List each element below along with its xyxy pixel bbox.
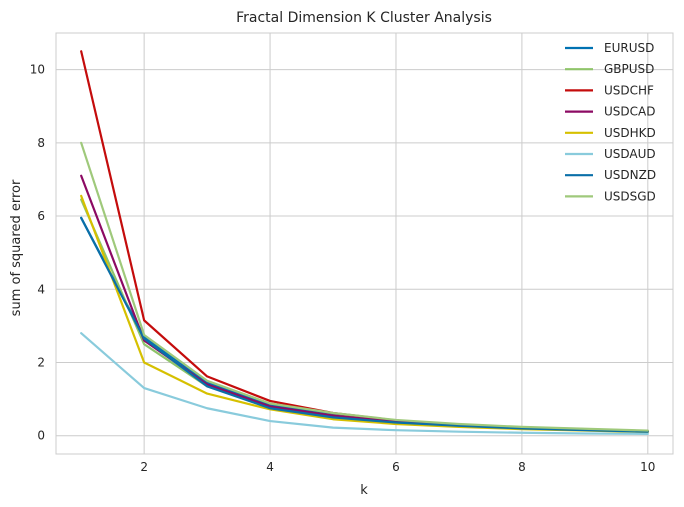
series-line-usdnzd xyxy=(80,216,649,433)
legend-label-usdsgd: USDSGD xyxy=(604,189,656,203)
x-tick-label: 2 xyxy=(140,460,148,474)
y-tick-label: 2 xyxy=(37,355,45,369)
y-axis-label: sum of squared error xyxy=(9,179,24,316)
x-tick-label: 8 xyxy=(518,460,526,474)
legend-label-usdaud: USDAUD xyxy=(604,147,656,161)
legend-label-gbpusd: GBPUSD xyxy=(604,62,654,76)
legend-label-eurusd: EURUSD xyxy=(604,41,654,55)
y-tick-label: 10 xyxy=(30,63,45,77)
tick-labels: 2 4 6 8 10 0 2 4 6 8 10 xyxy=(30,63,656,474)
y-tick-label: 6 xyxy=(37,209,45,223)
x-tick-label: 4 xyxy=(266,460,274,474)
legend: EURUSD GBPUSD USDCHF USDCAD USDHKD USDAUD USDN… xyxy=(565,41,656,203)
legend-label-usdnzd: USDNZD xyxy=(604,168,656,182)
y-tick-label: 0 xyxy=(37,429,45,443)
legend-label-usdhkd: USDHKD xyxy=(604,126,656,140)
plot-area xyxy=(55,32,674,455)
series-line-usdsgd xyxy=(80,141,649,432)
series-line-usdaud xyxy=(80,332,649,435)
chart-title: Fractal Dimension K Cluster Analysis xyxy=(236,10,492,26)
plot-frame xyxy=(55,32,674,455)
x-axis-label: k xyxy=(360,483,368,498)
x-tick-label: 6 xyxy=(392,460,400,474)
y-tick-label: 8 xyxy=(37,136,45,150)
legend-label-usdchf: USDCHF xyxy=(604,83,654,97)
x-tick-label: 10 xyxy=(640,460,655,474)
series-lines xyxy=(80,50,649,435)
grid-lines xyxy=(56,33,673,454)
legend-label-usdcad: USDCAD xyxy=(604,105,655,119)
y-tick-label: 4 xyxy=(37,282,45,296)
